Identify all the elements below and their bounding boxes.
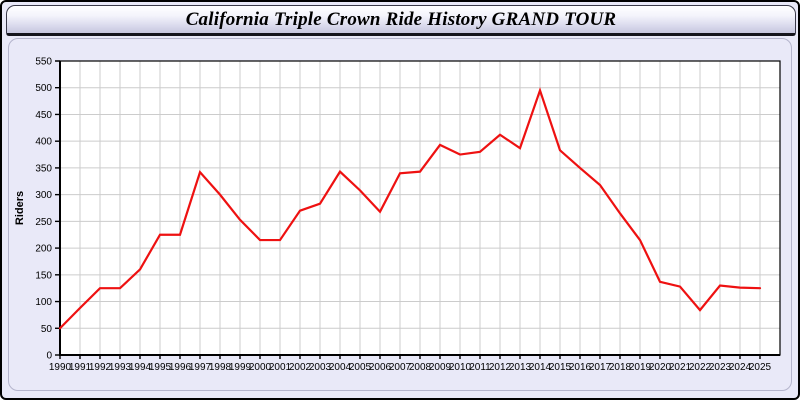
x-tick-label: 1998: [209, 362, 232, 373]
y-tick-label: 350: [35, 163, 52, 174]
y-tick-label: 550: [35, 57, 52, 68]
x-tick-label: 2008: [409, 362, 432, 373]
x-tick-label: 2018: [609, 362, 632, 373]
x-tick-label: 2022: [689, 362, 712, 373]
y-axis-ticks: 0 50 100 150 200 250 300 350 400 450 500 550: [35, 57, 60, 362]
x-tick-label: 2007: [389, 362, 412, 373]
x-tick-label: 2006: [369, 362, 392, 373]
page-title: California Triple Crown Ride History GRA…: [185, 8, 617, 30]
x-tick-label: 1999: [229, 362, 252, 373]
x-axis-ticks: 1990199119921993199419951996199719981999…: [49, 355, 772, 373]
y-tick-label: 100: [35, 297, 52, 308]
y-tick-label: 50: [41, 324, 53, 335]
x-tick-label: 1997: [189, 362, 212, 373]
riders-data-line: [58, 86, 762, 330]
y-tick-label: 0: [46, 351, 52, 362]
x-tick-label: 2009: [429, 362, 452, 373]
x-tick-label: 2010: [449, 362, 472, 373]
x-tick-label: 1993: [109, 362, 132, 373]
x-tick-label: 2025: [749, 362, 772, 373]
y-tick-label: 500: [35, 83, 52, 94]
x-tick-label: 2003: [309, 362, 332, 373]
x-tick-label: 2012: [489, 362, 512, 373]
ride-history-line-chart: 0501001502002503003504004505005501990199…: [14, 57, 781, 373]
y-tick-label: 150: [35, 270, 52, 281]
x-tick-label: 2020: [649, 362, 672, 373]
x-tick-label: 2016: [569, 362, 592, 373]
x-tick-label: 1991: [69, 362, 92, 373]
x-tick-label: 2017: [589, 362, 612, 373]
x-tick-label: 1990: [49, 362, 72, 373]
y-axis-title: Riders: [14, 191, 26, 225]
x-tick-label: 2019: [629, 362, 652, 373]
y-tick-label: 300: [35, 190, 52, 201]
x-tick-label: 2013: [509, 362, 532, 373]
x-tick-label: 2014: [529, 362, 552, 373]
x-tick-label: 2021: [669, 362, 692, 373]
x-tick-label: 1994: [129, 362, 152, 373]
y-tick-label: 400: [35, 137, 52, 148]
chart-panel: 0 50 100 150 200 250 300 350 400 450 500 550 1990 199…: [8, 38, 792, 391]
x-tick-label: 2000: [249, 362, 272, 373]
x-tick-label: 2015: [549, 362, 572, 373]
x-tick-label: 1996: [169, 362, 192, 373]
y-tick-label: 250: [35, 217, 52, 228]
x-tick-label: 2002: [289, 362, 312, 373]
x-tick-label: 1995: [149, 362, 172, 373]
title-bar: California Triple Crown Ride History GRA…: [6, 5, 796, 36]
x-tick-label: 2005: [349, 362, 372, 373]
x-tick-label: 2001: [269, 362, 292, 373]
x-tick-label: 2023: [709, 362, 732, 373]
gridlines: [60, 61, 780, 355]
x-tick-label: 2024: [729, 362, 752, 373]
y-tick-label: 450: [35, 110, 52, 121]
x-tick-label: 2004: [329, 362, 352, 373]
x-tick-label: 2011: [469, 362, 491, 373]
y-tick-label: 200: [35, 244, 52, 255]
x-tick-label: 1992: [89, 362, 112, 373]
